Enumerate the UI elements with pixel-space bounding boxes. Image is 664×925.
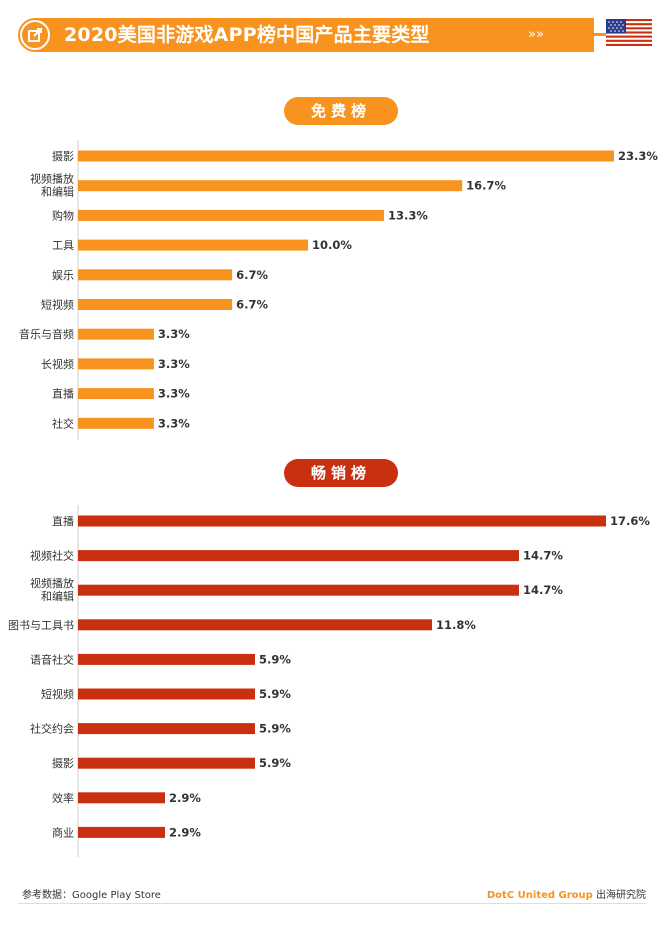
category-label: 社交 [52,416,74,430]
header-line [563,33,610,36]
data-label: 11.8% [436,618,476,632]
data-label: 14.7% [523,549,563,563]
category-label: 视频社交 [30,549,74,563]
category-label: 长视频 [41,357,74,371]
us-flag-icon [606,19,652,46]
category-label: 视频播放 [30,172,74,186]
data-label: 3.3% [158,387,190,401]
category-label: 和编辑 [41,185,74,199]
section-label-paid: 畅销榜 [284,459,398,487]
section-label-free: 免费榜 [284,97,398,125]
brand-name: DotC United Group [486,890,593,901]
chevron-right-icon: »» [528,27,544,42]
bar [78,826,165,838]
brand-footer: DotC United Group 出海研究院 [487,886,646,901]
bar [78,792,165,804]
bar [78,688,255,700]
bar [78,550,519,562]
data-label: 6.7% [236,268,268,282]
data-label: 5.9% [259,756,291,770]
bar [78,388,154,400]
data-label: 2.9% [169,791,201,805]
data-label: 2.9% [169,825,201,839]
data-label: 10.0% [312,238,352,252]
bar [78,515,606,527]
bar [78,757,255,769]
category-label: 商业 [52,825,74,839]
bar [78,150,614,162]
category-label: 摄影 [52,756,74,770]
category-label: 视频播放 [30,576,74,590]
data-label: 16.7% [466,179,506,193]
source-note: 参考数据：Google Play Store [22,890,161,901]
bar [78,180,463,192]
bar [78,239,309,251]
page-title: 2020美国非游戏APP榜中国产品主要类型 [64,24,430,46]
category-label: 工具 [52,239,74,252]
data-label: 13.3% [388,208,428,222]
category-label: 社交约会 [30,722,74,736]
bar [78,619,432,631]
data-label: 17.6% [610,514,650,528]
category-label: 音乐与音频 [19,327,74,341]
header-bar [18,18,594,52]
category-label: 效率 [52,791,74,805]
bar [78,723,255,735]
category-label: 图书与工具书 [8,619,74,632]
bar [78,653,255,665]
category-label: 短视频 [41,298,74,312]
header-banner: 2020美国非游戏APP榜中国产品主要类型 »» [18,18,660,52]
data-label: 5.9% [259,687,291,701]
bar [78,209,384,221]
data-label: 3.3% [158,327,190,341]
category-label: 语音社交 [30,652,74,666]
bar [78,417,154,429]
category-label: 摄影 [52,149,74,163]
category-label: 娱乐 [52,268,74,282]
data-label: 6.7% [236,298,268,312]
data-label: 5.9% [259,652,291,666]
category-label: 购物 [52,208,74,222]
bar [78,328,154,340]
category-label: 短视频 [41,687,74,701]
bar [78,584,519,596]
bar [78,299,233,310]
bar [78,269,233,281]
data-label: 3.3% [158,416,190,430]
bar [78,358,154,370]
data-label: 14.7% [523,583,563,597]
category-label: 直播 [52,387,74,401]
category-label: 和编辑 [41,589,74,603]
category-label: 直播 [52,514,74,528]
share-icon [20,20,50,50]
institute-name: 出海研究院 [596,890,646,901]
footer-divider [18,903,646,904]
data-label: 23.3% [618,149,658,163]
data-label: 3.3% [158,357,190,371]
data-label: 5.9% [259,722,291,736]
